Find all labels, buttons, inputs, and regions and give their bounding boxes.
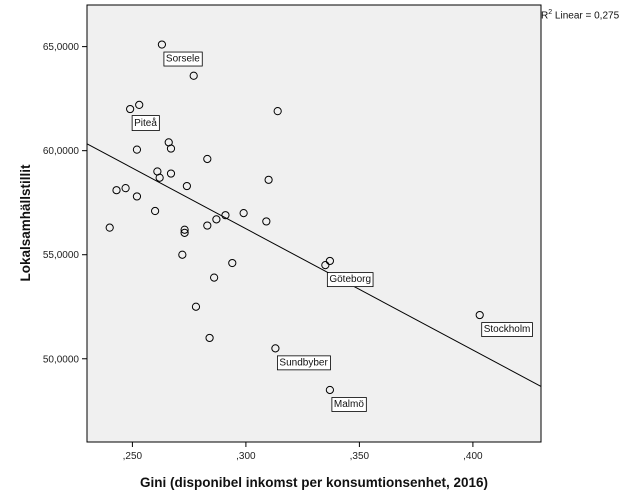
y-tick-label: 65,0000: [43, 42, 80, 53]
point-label: Stockholm: [481, 322, 533, 337]
fit-line: [86, 143, 542, 387]
point-label-box: [131, 115, 160, 131]
point-label: Sundbyber: [277, 355, 331, 371]
point-label-box: [277, 355, 331, 371]
data-point: [157, 40, 167, 49]
r-squared-value: Linear = 0,275: [552, 10, 620, 22]
point-label-box: [481, 322, 533, 337]
data-point: [271, 344, 280, 353]
point-label-box: [326, 272, 374, 288]
point-labels: Sorsele Piteå Göteborg Stockholm Sundbyber Ma…: [131, 51, 533, 412]
data-point: [180, 225, 189, 234]
data-point: [205, 333, 214, 343]
data-point: [221, 211, 230, 220]
data-point: [321, 261, 330, 270]
data-point: [325, 256, 334, 266]
data-point: [191, 302, 201, 311]
data-point: [166, 169, 176, 178]
data-point: [105, 223, 114, 232]
plot-background: [86, 4, 542, 443]
point-label: Malmö: [331, 397, 367, 412]
data-point: [180, 228, 189, 237]
x-axis-title: Gini (disponibel inkomst per konsumtions…: [140, 475, 488, 490]
x-tick-label: ,400: [463, 451, 483, 462]
data-point: [182, 181, 191, 191]
point-label: Piteå: [131, 115, 160, 131]
data-point: [264, 175, 273, 184]
point-label: Sorsele: [163, 51, 203, 67]
y-axis-title: Lokalsamhällstillit: [18, 164, 33, 282]
x-axis-ticks: ,250 ,300 ,350 ,400: [123, 442, 483, 462]
data-point: [228, 258, 237, 268]
y-tick-label: 55,0000: [43, 250, 80, 261]
fit-line-group: [86, 143, 542, 387]
data-point: [166, 144, 176, 153]
data-point: [475, 310, 484, 320]
y-axis-ticks: 50,0000 55,0000 60,0000 65,0000: [43, 42, 87, 365]
data-point: [203, 154, 212, 164]
data-point: [273, 107, 282, 116]
x-tick-label: ,250: [123, 451, 143, 462]
data-point: [189, 71, 198, 80]
point-label-text: Malmö: [334, 399, 364, 410]
data-point: [325, 385, 334, 395]
data-points: [105, 40, 484, 395]
data-point: [212, 215, 221, 224]
point-label-text: Göteborg: [329, 274, 371, 285]
point-label-box: [163, 51, 203, 67]
data-point: [132, 192, 142, 201]
y-tick-label: 50,0000: [43, 354, 80, 365]
r-squared-prefix: R: [541, 10, 549, 22]
y-tick-label: 60,0000: [43, 146, 80, 157]
data-point: [155, 173, 164, 182]
data-point: [135, 100, 144, 109]
point-label-text: Piteå: [134, 117, 157, 129]
r-squared-label: R2 Linear = 0,275: [541, 9, 620, 22]
data-point: [262, 217, 271, 226]
x-tick-label: ,350: [350, 451, 370, 462]
point-label: Göteborg: [326, 272, 374, 288]
data-point: [203, 221, 212, 230]
data-point: [151, 206, 160, 216]
point-label-text: Sundbyber: [279, 357, 328, 368]
data-point: [210, 273, 219, 282]
data-point: [239, 208, 248, 218]
data-point: [178, 250, 187, 259]
point-label-text: Sorsele: [166, 54, 200, 65]
data-point: [121, 184, 130, 193]
point-label-box: [331, 397, 367, 412]
x-tick-label: ,300: [236, 451, 256, 462]
point-label-text: Stockholm: [484, 324, 531, 335]
data-point: [126, 104, 135, 114]
data-point: [132, 145, 142, 154]
data-point: [112, 186, 121, 195]
